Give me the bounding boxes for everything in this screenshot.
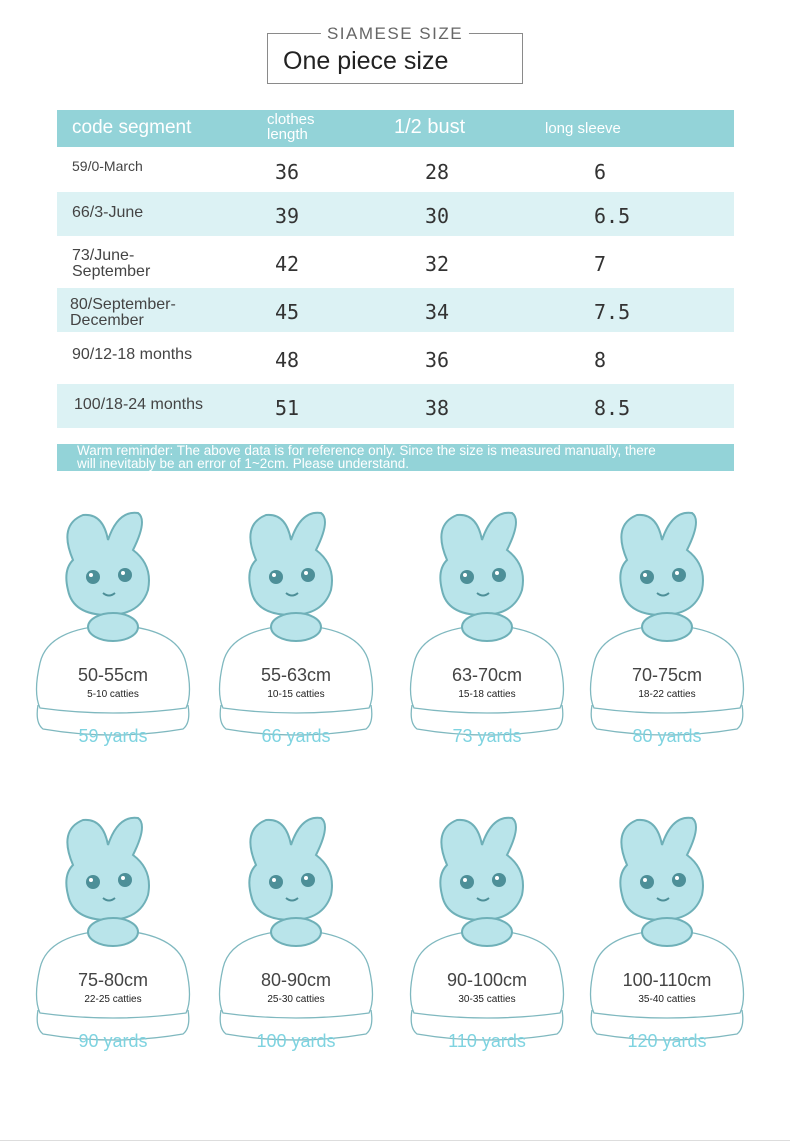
row-bust: 38 xyxy=(425,396,450,420)
table-row: 66/3-June 39 30 6.5 xyxy=(57,192,734,236)
size-yards: 120 yards xyxy=(627,1031,707,1051)
divider xyxy=(0,1140,790,1141)
row-segment: 80/September-December xyxy=(70,296,176,329)
row-sleeve: 6 xyxy=(594,160,607,184)
header-clothes-length: clothes length xyxy=(267,111,315,143)
bunny-mascot-icon xyxy=(231,505,351,645)
row-sleeve: 7 xyxy=(594,252,607,276)
size-card: 80-90cm 25-30 catties 100 yards xyxy=(201,810,391,1051)
reminder-line-1: Warm reminder: The above data is for ref… xyxy=(77,444,656,458)
weight-range: 22-25 catties xyxy=(84,994,142,1005)
height-range: 75-80cm xyxy=(77,970,149,990)
row-length: 36 xyxy=(275,160,300,184)
weight-range: 30-35 catties xyxy=(458,994,516,1005)
bunny-mascot-icon xyxy=(422,810,542,950)
row-bust: 28 xyxy=(425,160,450,184)
header-half-bust: 1/2 bust xyxy=(394,116,466,138)
row-sleeve: 6.5 xyxy=(594,204,631,228)
size-yards: 73 yards xyxy=(452,726,522,746)
bunny-mascot-icon xyxy=(48,810,168,950)
row-sleeve: 8.5 xyxy=(594,396,631,420)
size-card: 75-80cm 22-25 catties 90 yards xyxy=(18,810,208,1051)
table-row: 100/18-24 months 51 38 8.5 xyxy=(57,384,734,428)
size-yards: 100 yards xyxy=(256,1031,336,1051)
weight-range: 18-22 catties xyxy=(638,689,696,700)
weight-range: 15-18 catties xyxy=(458,689,516,700)
height-range: 90-100cm xyxy=(446,970,528,990)
size-yards: 80 yards xyxy=(632,726,702,746)
bunny-mascot-icon xyxy=(422,505,542,645)
weight-range: 10-15 catties xyxy=(267,689,325,700)
size-card: 63-70cm 15-18 catties 73 yards xyxy=(392,505,582,746)
title-label: SIAMESE SIZE xyxy=(320,24,470,44)
height-range: 70-75cm xyxy=(631,665,703,685)
page-title: One piece size xyxy=(283,47,449,75)
row-length: 48 xyxy=(275,348,300,372)
row-bust: 34 xyxy=(425,300,450,324)
row-sleeve: 8 xyxy=(594,348,607,372)
bunny-mascot-icon xyxy=(602,505,722,645)
size-card: 70-75cm 18-22 catties 80 yards xyxy=(572,505,762,746)
table-header: code segment clothes length 1/2 bust lon… xyxy=(57,110,734,147)
row-segment: 90/12-18 months xyxy=(72,346,193,363)
header-long-sleeve: long sleeve xyxy=(545,120,621,137)
row-length: 45 xyxy=(275,300,300,324)
header-code-segment: code segment xyxy=(72,117,192,138)
row-segment: 100/18-24 months xyxy=(74,396,203,413)
height-range: 63-70cm xyxy=(451,665,523,685)
table-row: 73/June-September 42 32 7 xyxy=(57,240,734,284)
size-card: 100-110cm 35-40 catties 120 yards xyxy=(572,810,762,1051)
row-sleeve: 7.5 xyxy=(594,300,631,324)
bunny-mascot-icon xyxy=(231,810,351,950)
weight-range: 35-40 catties xyxy=(638,994,696,1005)
row-bust: 32 xyxy=(425,252,450,276)
title-box: SIAMESE SIZE One piece size xyxy=(267,24,523,84)
table-row: 90/12-18 months 48 36 8 xyxy=(57,336,734,380)
weight-range: 5-10 catties xyxy=(87,689,139,700)
row-segment: 73/June-September xyxy=(72,247,151,280)
size-yards: 110 yards xyxy=(448,1031,526,1051)
warm-reminder: Warm reminder: The above data is for ref… xyxy=(57,444,734,471)
row-segment: 59/0-March xyxy=(72,158,143,174)
size-yards: 59 yards xyxy=(78,726,148,746)
size-yards: 90 yards xyxy=(78,1031,148,1051)
size-card: 90-100cm 30-35 catties 110 yards xyxy=(392,810,582,1051)
height-range: 55-63cm xyxy=(260,665,332,685)
table-row: 80/September-December 45 34 7.5 xyxy=(57,288,734,332)
bunny-mascot-icon xyxy=(48,505,168,645)
height-range: 50-55cm xyxy=(77,665,149,685)
row-length: 42 xyxy=(275,252,300,276)
size-card: 50-55cm 5-10 catties 59 yards xyxy=(18,505,208,746)
row-segment: 66/3-June xyxy=(72,204,144,221)
table-row: 59/0-March 36 28 6 xyxy=(57,148,734,192)
row-length: 51 xyxy=(275,396,300,420)
bunny-mascot-icon xyxy=(602,810,722,950)
size-card: 55-63cm 10-15 catties 66 yards xyxy=(201,505,391,746)
row-bust: 36 xyxy=(425,348,450,372)
size-yards: 66 yards xyxy=(261,726,331,746)
row-bust: 30 xyxy=(425,204,450,228)
height-range: 100-110cm xyxy=(622,970,712,990)
row-length: 39 xyxy=(275,204,300,228)
height-range: 80-90cm xyxy=(260,970,332,990)
weight-range: 25-30 catties xyxy=(267,994,325,1005)
reminder-line-2: will inevitably be an error of 1~2cm. Pl… xyxy=(77,456,410,471)
